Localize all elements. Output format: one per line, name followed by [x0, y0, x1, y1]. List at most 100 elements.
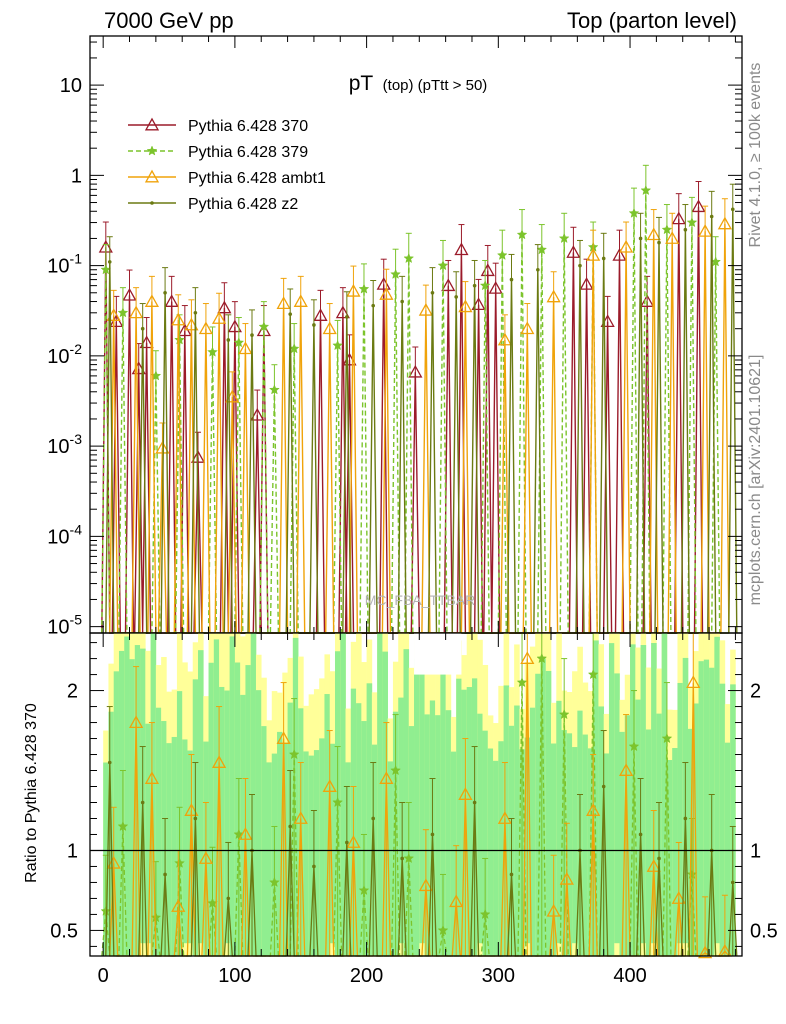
x-tick-label: 0 — [98, 965, 109, 987]
legend-label: Pythia 6.428 ambt1 — [188, 170, 326, 187]
data-point — [497, 332, 513, 346]
data-point — [566, 245, 581, 258]
ratio-ylabel: Ratio to Pythia 6.428 370 — [23, 703, 40, 883]
uncertainty-band-green — [440, 645, 446, 956]
ratio-point — [628, 740, 640, 752]
ratio-point — [198, 851, 214, 864]
ratio-y-tick-label: 0.5 — [50, 920, 78, 942]
uncertainty-band-green — [572, 747, 578, 944]
data-point — [371, 303, 375, 308]
ratio-point — [403, 852, 415, 864]
uncertainty-band-green — [456, 678, 462, 956]
data-point — [107, 260, 112, 264]
ratio-point — [174, 857, 185, 868]
data-point — [558, 232, 570, 244]
data-point — [454, 295, 458, 299]
uncertainty-band-green — [234, 662, 241, 956]
ratio-point — [358, 884, 370, 896]
uncertainty-band-green — [640, 645, 647, 944]
ratio-point — [128, 715, 144, 728]
ratio-y-tick-label-right: 0.5 — [750, 920, 778, 942]
data-point — [198, 321, 214, 335]
data-point — [496, 249, 508, 260]
uncertainty-band-green — [356, 703, 362, 956]
uncertainty-band-green — [529, 707, 536, 956]
uncertainty-band-green — [145, 723, 151, 944]
uncertainty-band-green — [514, 705, 520, 956]
uncertainty-band-green — [714, 636, 720, 944]
ratio-point — [390, 764, 401, 776]
ratio-point — [226, 896, 231, 901]
ratio-point — [163, 872, 167, 877]
uncertainty-band-green — [719, 683, 726, 956]
uncertainty-band-green — [582, 734, 589, 956]
data-point — [345, 315, 349, 319]
uncertainty-band-green — [493, 760, 499, 956]
uncertainty-band-green — [166, 743, 172, 956]
data-point — [293, 294, 308, 307]
ratio-point — [638, 832, 643, 837]
uncertainty-band-green — [635, 699, 641, 956]
series-p379 — [100, 164, 722, 634]
ratio-point — [686, 675, 701, 689]
data-point — [472, 283, 477, 288]
uncertainty-band-green — [329, 743, 336, 944]
ratio-point — [479, 908, 491, 920]
ratio-point — [536, 652, 548, 664]
ratio-y-tick-label-right: 1 — [750, 840, 761, 862]
data-point — [717, 216, 732, 230]
data-point — [709, 214, 714, 219]
uncertainty-band-green — [645, 729, 652, 956]
ratio-point — [430, 832, 435, 837]
uncertainty-band-green — [535, 673, 541, 956]
ratio-point — [107, 760, 112, 765]
data-point — [638, 236, 643, 241]
ratio-point — [400, 856, 404, 861]
ratio-point — [472, 800, 477, 805]
ratio-point — [509, 872, 514, 877]
data-point — [657, 240, 661, 245]
plot-title-main: pT — [349, 72, 374, 95]
ratio-point — [601, 784, 606, 789]
data-point — [403, 252, 415, 264]
data-point — [390, 268, 401, 279]
data-point — [516, 229, 528, 240]
ratio-point — [379, 771, 394, 784]
ratio-point — [587, 668, 599, 680]
data-point — [238, 341, 253, 355]
data-point — [144, 294, 160, 307]
uncertainty-band-green — [303, 751, 309, 956]
uncertainty-band-green — [419, 671, 425, 944]
uncertainty-band-green — [703, 659, 710, 956]
ratio-point — [559, 871, 574, 885]
uncertainty-band-green — [324, 694, 331, 956]
legend: Pythia 6.428 370 Pythia 6.428 379 Pythia 6… — [128, 117, 326, 213]
ratio-point — [345, 840, 349, 845]
uncertainty-band-green — [398, 697, 404, 944]
data-point — [698, 223, 713, 237]
data-point — [686, 216, 698, 228]
ratio-point — [346, 835, 361, 848]
data-point — [612, 247, 627, 261]
legend-label: Pythia 6.428 370 — [188, 118, 308, 135]
data-point — [379, 287, 394, 300]
legend-item-z2: Pythia 6.428 z2 — [128, 196, 298, 213]
uncertainty-band-green — [424, 714, 431, 956]
data-point — [122, 287, 137, 301]
x-tick-label: 200 — [350, 965, 383, 987]
uncertainty-band-green — [698, 661, 705, 956]
ratio-point — [618, 763, 634, 776]
data-point — [233, 337, 245, 348]
uncertainty-band-green — [155, 707, 162, 956]
data-point — [418, 302, 433, 316]
uncertainty-band-green — [556, 700, 562, 944]
data-point — [683, 227, 688, 232]
ratio-point — [144, 771, 160, 784]
data-point — [646, 227, 661, 241]
uncertainty-band-green — [498, 741, 504, 956]
uncertainty-band-green — [551, 743, 557, 956]
y-tick-label: 1 — [71, 165, 82, 187]
ratio-point — [117, 820, 129, 832]
uncertainty-band-green — [477, 713, 483, 944]
data-point — [276, 296, 291, 309]
